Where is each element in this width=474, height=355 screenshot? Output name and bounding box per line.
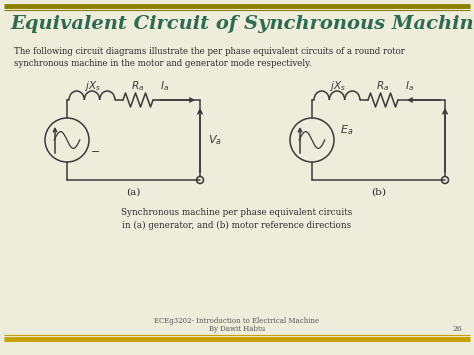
Text: By Dawit Habtu: By Dawit Habtu <box>209 325 265 333</box>
Circle shape <box>441 176 448 184</box>
Text: The following circuit diagrams illustrate the per phase equivalent circuits of a: The following circuit diagrams illustrat… <box>14 47 405 69</box>
Text: $R_a$: $R_a$ <box>131 79 145 93</box>
Text: $I_a$: $I_a$ <box>161 79 170 93</box>
Text: Equivalent Circuit of Synchronous Machine: Equivalent Circuit of Synchronous Machin… <box>10 15 474 33</box>
Text: $V_a$: $V_a$ <box>208 133 222 147</box>
Text: (b): (b) <box>371 188 386 197</box>
Text: $R_a$: $R_a$ <box>376 79 390 93</box>
Text: $I_a$: $I_a$ <box>405 79 415 93</box>
Circle shape <box>197 176 203 184</box>
Text: $-$: $-$ <box>90 145 100 155</box>
Text: ECEg3202- Introduction to Electrical Machine: ECEg3202- Introduction to Electrical Mac… <box>155 317 319 325</box>
Text: $E_a$: $E_a$ <box>340 123 353 137</box>
Text: $jX_s$: $jX_s$ <box>83 79 100 93</box>
Text: $jX_s$: $jX_s$ <box>328 79 346 93</box>
Text: Synchronous machine per phase equivalent circuits
in (a) generator, and (b) moto: Synchronous machine per phase equivalent… <box>121 208 353 230</box>
Text: (a): (a) <box>126 188 141 197</box>
Text: 26: 26 <box>452 325 462 333</box>
